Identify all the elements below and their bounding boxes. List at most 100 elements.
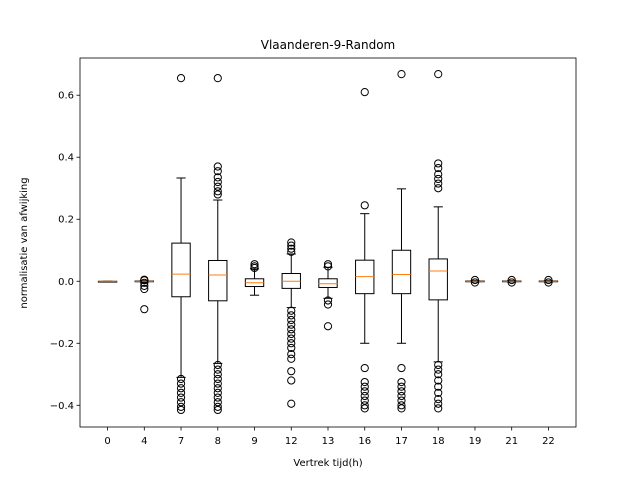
outlier-point	[360, 391, 369, 401]
y-axis-label: normalisatie van afwijking	[19, 177, 30, 308]
outlier-point	[434, 404, 443, 413]
outlier-point	[470, 278, 480, 287]
outlier-point	[470, 275, 480, 285]
outlier-point	[213, 384, 222, 393]
outlier-point	[360, 387, 369, 396]
outlier-point	[287, 311, 296, 320]
outlier-point	[213, 379, 222, 388]
outlier-point	[434, 174, 443, 184]
outlier-point	[213, 162, 222, 171]
outlier-point	[434, 370, 443, 379]
outlier-point	[213, 365, 222, 374]
outlier-point	[213, 360, 222, 370]
outlier-point	[360, 363, 369, 373]
outlier-point	[287, 339, 296, 348]
outlier-point	[176, 402, 186, 411]
outlier-point	[287, 238, 296, 247]
chart-title: Vlaanderen-9-Random	[261, 38, 396, 52]
x-tick-label: 13	[322, 436, 335, 447]
box-7	[171, 242, 191, 298]
outlier-point	[434, 163, 443, 173]
outlier-point	[287, 367, 296, 376]
outlier-point	[213, 398, 222, 407]
box-18	[428, 258, 448, 301]
outlier-point	[397, 396, 406, 405]
outlier-point	[323, 300, 333, 309]
outlier-point	[360, 377, 369, 387]
x-tick-label: 4	[141, 436, 147, 447]
outlier-point	[213, 187, 222, 196]
y-tick-label: 0.0	[58, 277, 74, 288]
x-tick-label: 17	[395, 436, 408, 447]
outlier-point	[360, 201, 369, 210]
outlier-point	[434, 179, 443, 188]
outlier-point	[287, 315, 296, 325]
x-tick-label: 21	[505, 436, 518, 447]
outlier-point	[140, 284, 149, 294]
x-tick-label: 9	[251, 436, 257, 447]
outlier-point	[434, 365, 443, 374]
box-8	[208, 259, 228, 302]
outlier-point	[434, 184, 443, 193]
outlier-point	[176, 74, 186, 83]
outlier-point	[360, 396, 369, 405]
outlier-point	[213, 173, 222, 182]
outlier-point	[323, 260, 333, 269]
outlier-point	[287, 320, 296, 329]
x-tick-label: 16	[358, 436, 371, 447]
outlier-point	[140, 305, 149, 314]
outlier-point	[434, 70, 443, 79]
y-tick-label: −0.2	[50, 339, 74, 350]
outlier-point	[507, 278, 516, 287]
outlier-point	[434, 360, 443, 370]
outlier-point	[176, 384, 186, 393]
outlier-point	[507, 275, 516, 285]
outlier-point	[287, 376, 296, 385]
x-tick-label: 8	[215, 436, 221, 447]
outlier-point	[360, 401, 369, 410]
outlier-point	[176, 393, 186, 402]
x-tick-label: 0	[104, 436, 110, 447]
outlier-point	[287, 306, 296, 315]
outlier-point	[213, 74, 222, 83]
outlier-point	[213, 182, 222, 191]
outlier-point	[287, 325, 296, 334]
outlier-point	[287, 350, 296, 359]
outlier-point	[434, 159, 443, 168]
box-13	[318, 278, 338, 288]
outlier-point	[213, 393, 222, 402]
outlier-point	[434, 394, 443, 404]
plot-area: 0 4 7 8 9 12 13 16 17 18 19 21 22 −0.4 −0.2 0.0 0.2 0.4 0.…	[50, 57, 577, 447]
outlier-point	[323, 296, 333, 305]
outlier-point	[323, 322, 333, 331]
outlier-point	[176, 379, 186, 388]
outlier-point	[213, 405, 222, 415]
outlier-point	[250, 260, 259, 269]
outlier-point	[434, 170, 443, 179]
y-tick-label: 0.4	[58, 153, 74, 164]
outlier-point	[397, 70, 406, 79]
outlier-point	[287, 241, 296, 250]
outlier-point	[434, 376, 443, 385]
outlier-point	[397, 387, 406, 396]
outlier-point	[140, 281, 149, 291]
outlier-point	[287, 399, 296, 408]
outlier-point	[544, 275, 553, 285]
outlier-point	[397, 363, 406, 373]
y-tick-label: 0.6	[58, 91, 74, 102]
outlier-point	[287, 354, 296, 363]
outlier-point	[397, 377, 406, 387]
outlier-point	[544, 278, 553, 287]
outlier-point	[213, 167, 222, 176]
outlier-point	[287, 334, 296, 343]
outlier-point	[176, 374, 186, 384]
outlier-point	[287, 343, 296, 353]
x-tick-label: 7	[178, 436, 184, 447]
outlier-point	[397, 391, 406, 401]
outlier-point	[287, 247, 296, 256]
outlier-point	[397, 401, 406, 410]
outlier-point	[360, 88, 369, 97]
outlier-point	[397, 382, 406, 391]
